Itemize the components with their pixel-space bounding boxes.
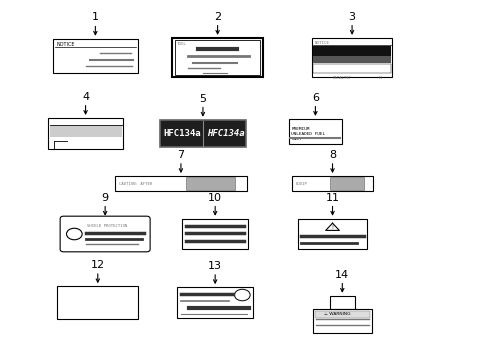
Text: 3: 3 [348, 12, 355, 22]
Text: 4: 4 [82, 92, 89, 102]
Text: PREMIUM
UNLEADED FUEL
ONLY: PREMIUM UNLEADED FUEL ONLY [291, 127, 325, 141]
Bar [160, 120, 245, 147]
Text: 14: 14 [335, 270, 348, 279]
Text: N: N [378, 76, 381, 80]
Text: HFC134a: HFC134a [206, 129, 244, 138]
Text: 13: 13 [208, 261, 222, 271]
Bar [53, 39, 138, 73]
Text: TOOL: TOOL [177, 42, 187, 46]
Bar [175, 40, 260, 75]
Text: 6: 6 [311, 93, 318, 103]
Text: 11: 11 [325, 193, 339, 202]
Bar [182, 219, 248, 249]
Bar [312, 46, 390, 56]
Text: SHIELD PROTECTION: SHIELD PROTECTION [87, 224, 127, 228]
Bar [58, 286, 138, 319]
Bar [312, 56, 390, 63]
Text: NOTICE: NOTICE [314, 41, 329, 45]
Bar [329, 177, 364, 190]
Bar [292, 176, 372, 191]
Text: 8: 8 [328, 150, 335, 160]
Bar [50, 126, 121, 137]
Text: EQUIP: EQUIP [296, 181, 307, 186]
Bar [177, 287, 253, 318]
Bar [298, 219, 366, 249]
Bar [185, 177, 234, 190]
Text: 10: 10 [208, 193, 222, 202]
Bar [329, 296, 354, 309]
Bar [311, 38, 391, 77]
Bar [312, 64, 390, 73]
Text: 5: 5 [199, 94, 206, 104]
Text: ⚠ WARNING: ⚠ WARNING [324, 312, 350, 316]
Bar [172, 38, 263, 77]
Text: 9: 9 [102, 193, 108, 202]
Bar [115, 176, 246, 191]
Text: CAUTION: AFTER: CAUTION: AFTER [119, 181, 152, 186]
Text: 12: 12 [91, 260, 104, 270]
Bar [288, 119, 342, 144]
Text: 7: 7 [177, 150, 184, 160]
Bar [312, 309, 371, 333]
Text: 1: 1 [92, 13, 99, 22]
FancyBboxPatch shape [60, 216, 150, 252]
Text: HFC134a: HFC134a [163, 129, 201, 138]
Text: 2: 2 [214, 12, 221, 22]
Text: NOTICE: NOTICE [57, 42, 75, 46]
Text: !: ! [331, 225, 333, 230]
Text: CATALYST: CATALYST [332, 76, 351, 80]
Bar [314, 310, 369, 318]
Bar [47, 118, 123, 148]
